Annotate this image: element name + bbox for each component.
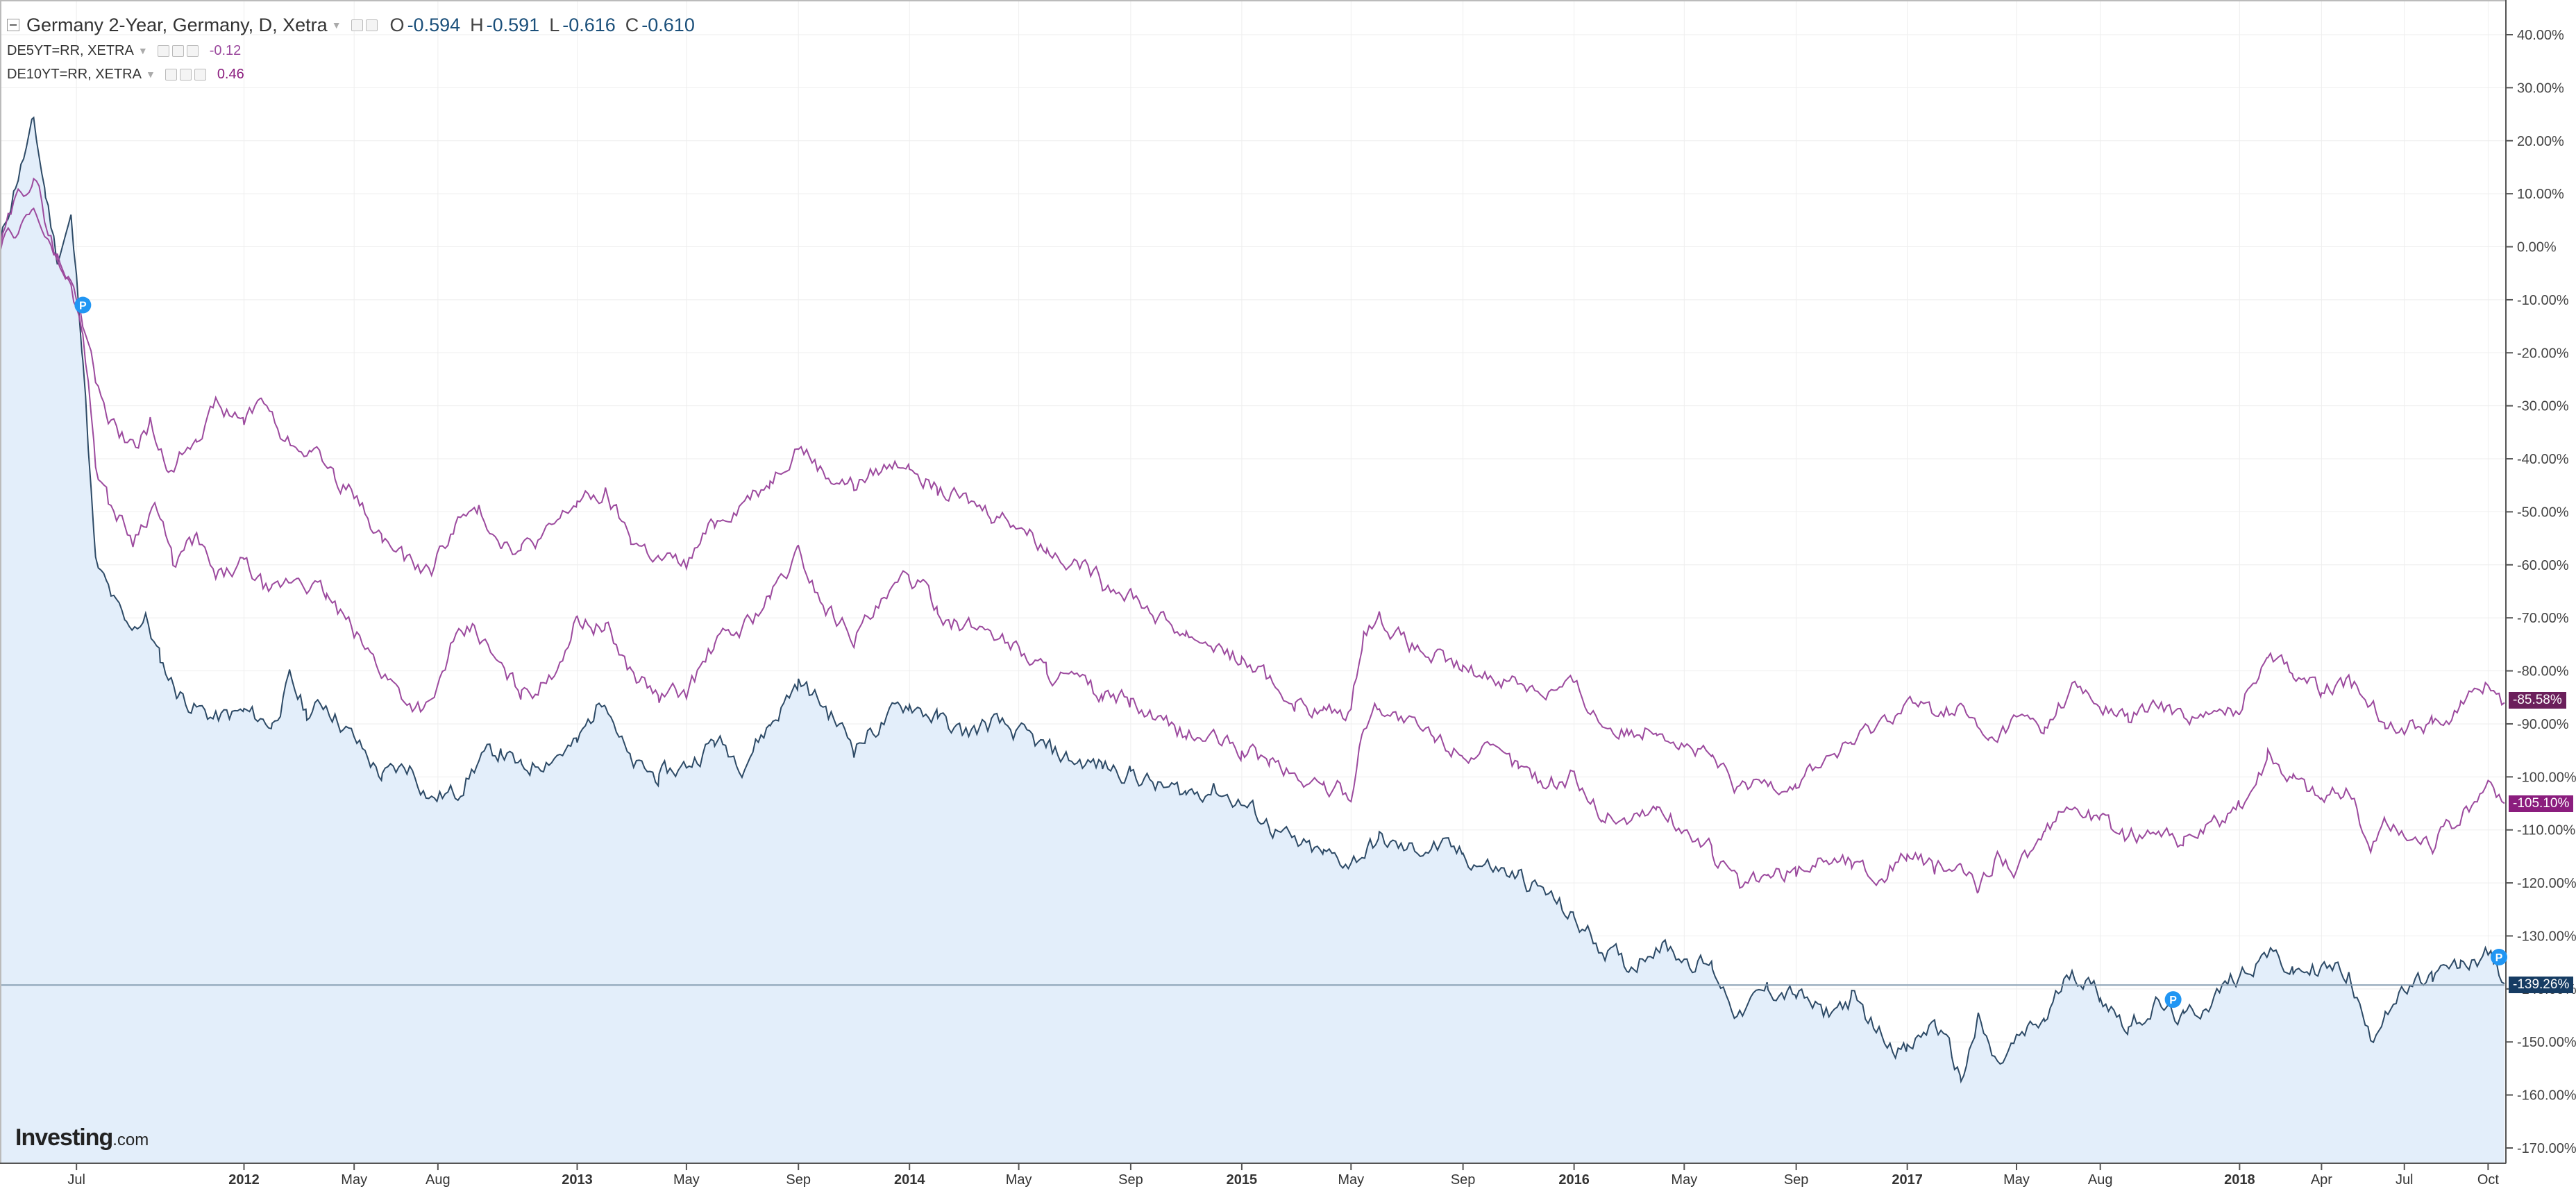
y-tick-label: -130.00% bbox=[2517, 929, 2576, 944]
y-tick-label: -110.00% bbox=[2517, 823, 2575, 838]
x-tick-label: May bbox=[673, 1172, 700, 1188]
visibility-icon[interactable] bbox=[171, 44, 184, 57]
y-tick-label: -70.00% bbox=[2517, 611, 2569, 626]
series-line bbox=[0, 207, 2505, 796]
x-tick-label: May bbox=[1006, 1172, 1032, 1188]
chevron-down-icon[interactable]: ▼ bbox=[331, 19, 342, 31]
y-tick-label: -20.00% bbox=[2517, 346, 2569, 361]
y-tick-label: -50.00% bbox=[2517, 505, 2569, 520]
settings-icon[interactable] bbox=[157, 44, 169, 57]
x-tick-label: Sep bbox=[786, 1172, 811, 1188]
logo-word: Investing bbox=[15, 1124, 113, 1151]
y-tick-label: 40.00% bbox=[2517, 28, 2564, 43]
y-tick-label: 30.00% bbox=[2517, 81, 2564, 96]
y-tick-label: -90.00% bbox=[2517, 717, 2569, 732]
legend-main-row: Germany 2-Year, Germany, D, Xetra ▼ O -0… bbox=[7, 11, 695, 39]
open-value: -0.594 bbox=[407, 14, 461, 35]
chevron-down-icon[interactable]: ▼ bbox=[145, 69, 155, 80]
brand-logo: Investing.com bbox=[15, 1124, 149, 1151]
legend-series2-row: DE5YT=RR, XETRA ▼ -0.12 bbox=[7, 39, 695, 62]
x-tick-label: May bbox=[2003, 1172, 2030, 1188]
event-marker-label: P bbox=[2495, 952, 2503, 964]
series-line bbox=[0, 177, 2505, 894]
legend-series3-row: DE10YT=RR, XETRA ▼ 0.46 bbox=[7, 62, 695, 86]
last-value-tag: -139.26% bbox=[2509, 977, 2574, 994]
last-value-tag: -85.58% bbox=[2509, 692, 2566, 709]
x-tick-label: 2015 bbox=[1227, 1172, 1258, 1188]
y-tick-label: -120.00% bbox=[2517, 876, 2576, 891]
x-tick-label: Oct bbox=[2477, 1172, 2500, 1188]
close-icon[interactable] bbox=[186, 44, 199, 57]
event-marker bbox=[2491, 949, 2507, 966]
legend-series2-label[interactable]: DE5YT=RR, XETRA bbox=[7, 42, 134, 58]
legend-series3-value: 0.46 bbox=[217, 66, 244, 82]
settings-icon[interactable] bbox=[351, 19, 363, 31]
settings-icon[interactable] bbox=[165, 68, 177, 81]
last-value-tag: -105.10% bbox=[2509, 795, 2574, 813]
low-value: -0.616 bbox=[562, 14, 616, 35]
visibility-icon[interactable] bbox=[179, 68, 192, 81]
y-tick-label: -100.00% bbox=[2517, 770, 2576, 785]
y-tick-label: -10.00% bbox=[2517, 293, 2569, 308]
x-tick-label: Sep bbox=[1784, 1172, 1809, 1188]
x-tick-label: 2012 bbox=[228, 1172, 260, 1188]
x-tick-label: 2016 bbox=[1558, 1172, 1590, 1188]
y-tick-label: -150.00% bbox=[2517, 1035, 2576, 1050]
x-tick-label: Sep bbox=[1118, 1172, 1143, 1188]
y-tick-label: -160.00% bbox=[2517, 1088, 2576, 1104]
collapse-legend-icon[interactable] bbox=[7, 19, 19, 31]
y-tick-label: -30.00% bbox=[2517, 399, 2569, 414]
close-key: C bbox=[625, 14, 639, 35]
x-tick-label: Jul bbox=[67, 1172, 85, 1188]
y-tick-label: -60.00% bbox=[2517, 558, 2569, 573]
legend-main-label[interactable]: Germany 2-Year, Germany, D, Xetra bbox=[26, 14, 328, 35]
y-tick-label: -80.00% bbox=[2517, 664, 2569, 679]
logo-suffix: .com bbox=[112, 1131, 149, 1149]
series-line bbox=[0, 116, 2505, 1084]
legend: Germany 2-Year, Germany, D, Xetra ▼ O -0… bbox=[7, 11, 695, 86]
chevron-down-icon[interactable]: ▼ bbox=[137, 45, 148, 56]
x-tick-label: 2014 bbox=[894, 1172, 925, 1188]
close-icon[interactable] bbox=[194, 68, 206, 81]
y-tick-label: 10.00% bbox=[2517, 187, 2564, 202]
high-value: -0.591 bbox=[486, 14, 540, 35]
open-key: O bbox=[389, 14, 405, 35]
x-tick-label: Sep bbox=[1451, 1172, 1476, 1188]
y-tick-label: 0.00% bbox=[2517, 240, 2557, 255]
x-tick-label: May bbox=[341, 1172, 367, 1188]
event-marker bbox=[2164, 991, 2182, 1008]
y-tick-label: -40.00% bbox=[2517, 452, 2569, 467]
y-tick-label: -170.00% bbox=[2517, 1141, 2576, 1156]
x-tick-label: May bbox=[1671, 1172, 1697, 1188]
legend-series3-label[interactable]: DE10YT=RR, XETRA bbox=[7, 66, 142, 82]
event-marker-label: P bbox=[2169, 995, 2177, 1006]
x-tick-label: Jul bbox=[2396, 1172, 2414, 1188]
x-tick-label: 2018 bbox=[2224, 1172, 2255, 1188]
close-value: -0.610 bbox=[641, 14, 695, 35]
x-tick-label: 2013 bbox=[562, 1172, 593, 1188]
x-tick-label: May bbox=[1338, 1172, 1364, 1188]
x-tick-label: 2017 bbox=[1892, 1172, 1923, 1188]
event-marker-label: P bbox=[79, 301, 87, 312]
x-tick-label: Aug bbox=[2088, 1172, 2113, 1188]
visibility-icon[interactable] bbox=[365, 19, 378, 31]
x-tick-label: Apr bbox=[2311, 1172, 2332, 1188]
x-tick-label: Aug bbox=[426, 1172, 451, 1188]
event-marker bbox=[74, 296, 92, 314]
series-area-fill bbox=[0, 117, 2505, 1163]
low-key: L bbox=[549, 14, 560, 35]
legend-series2-value: -0.12 bbox=[209, 42, 242, 58]
y-tick-label: 20.00% bbox=[2517, 134, 2564, 149]
high-key: H bbox=[470, 14, 484, 35]
